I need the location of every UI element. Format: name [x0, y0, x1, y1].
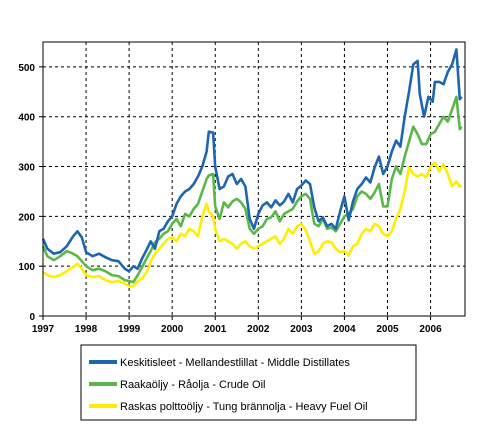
legend-label: Raakaöljy - Råolja - Crude Oil [120, 379, 266, 391]
legend-label: Keskitisleet - Mellandestlillat - Middle… [120, 357, 350, 369]
y-tick-label: 300 [18, 163, 35, 174]
plot-area [43, 42, 465, 316]
x-tick-label: 1998 [75, 324, 98, 335]
y-tick-label: 400 [18, 113, 35, 124]
series-line-2 [41, 95, 463, 284]
series-line-1 [41, 48, 463, 273]
x-tick-label: 1999 [118, 324, 141, 335]
x-tick-label: 2001 [204, 324, 227, 335]
y-tick-label: 0 [29, 312, 35, 323]
plot-frame [42, 41, 466, 317]
x-tick-label: 2003 [290, 324, 313, 335]
series-line-3 [42, 161, 463, 288]
x-tick-label: 2004 [333, 324, 356, 335]
x-tick-label: 2006 [419, 324, 442, 335]
y-tick-label: 100 [18, 262, 35, 273]
x-tick-label: 2000 [161, 324, 184, 335]
legend-label: Raskas polttoöljy - Tung brännolja - Hea… [120, 401, 368, 413]
x-tick-labels: 1997 1998 1999 2000 2001 2002 2003 2004 2005 2006 [32, 316, 442, 335]
y-tick-label: 500 [18, 63, 35, 74]
x-tick-label: 1997 [32, 324, 55, 335]
legend-box [80, 344, 417, 421]
legend: Keskitisleet - Mellandestlillat - Middle… [80, 344, 417, 421]
y-tick-labels: 0 100 200 300 400 500 [18, 63, 43, 323]
y-tick-label: 200 [18, 212, 35, 223]
x-tick-label: 2005 [376, 324, 399, 335]
x-tick-label: 2002 [247, 324, 270, 335]
series-lines [41, 48, 463, 288]
